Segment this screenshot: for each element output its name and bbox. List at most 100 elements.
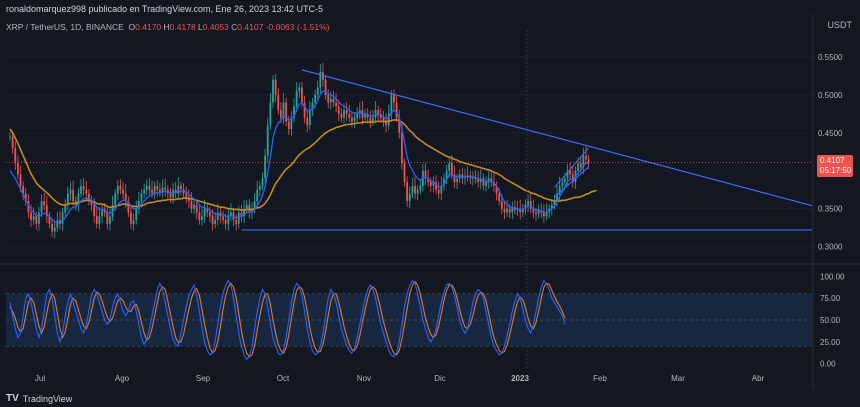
candle-body [77, 193, 80, 205]
candle-body [335, 102, 338, 107]
candle-body [85, 189, 88, 194]
candle-body [177, 185, 180, 194]
candle-body [319, 72, 322, 88]
candle-body [206, 208, 209, 213]
candle-body [298, 87, 301, 92]
candle-body [61, 212, 64, 224]
candle-body [214, 220, 217, 224]
candle-body [390, 94, 393, 114]
candle-body [24, 193, 27, 202]
time-tick-label: Dic [434, 374, 446, 383]
candle-body [16, 163, 19, 175]
candle-body [464, 176, 466, 179]
candle-body [477, 179, 480, 183]
candle-body [485, 182, 487, 186]
candle-body [227, 216, 230, 224]
price-tick-label: 0.5000 [818, 91, 843, 100]
candle-body [400, 132, 403, 164]
candle-body [311, 102, 314, 111]
ohlc-open-value: 0.4170 [135, 22, 162, 32]
candle-body [195, 204, 198, 213]
candle-body [93, 204, 96, 217]
candle-body [393, 94, 395, 103]
candle-body [479, 178, 482, 183]
candle-body [201, 216, 203, 221]
ema-fast-line [9, 90, 589, 223]
stoch-tick-label: 50.00 [820, 316, 841, 325]
tradingview-logo[interactable]: TV TradingView [6, 393, 72, 404]
ohlc-high-value: 0.4178 [169, 22, 196, 32]
stoch-k-line [9, 279, 566, 361]
candle-body [408, 193, 411, 202]
candle-body [169, 193, 172, 198]
candle-body [521, 208, 524, 213]
candle-body [53, 227, 56, 232]
candle-body [235, 220, 238, 224]
candle-body [80, 185, 82, 194]
candle-body [290, 117, 293, 130]
candle-body [35, 216, 38, 224]
candle-body [308, 110, 311, 126]
published-header: ronaldomarquez998 publicado en TradingVi… [0, 0, 860, 18]
time-tick-label: 2023 [511, 374, 529, 383]
candle-body [274, 79, 277, 95]
candle-body [372, 117, 374, 122]
candle-body [582, 155, 585, 167]
candle-body [448, 163, 451, 171]
ohlc-high-label: H [163, 22, 170, 32]
candle-body [180, 185, 182, 189]
candle-body [324, 79, 327, 95]
candle-body [345, 110, 348, 114]
channel-lower-line [554, 166, 589, 198]
candle-body [193, 204, 195, 209]
stoch-tick-label: 25.00 [820, 338, 841, 347]
candle-body [269, 102, 272, 126]
candle-body [527, 201, 530, 205]
candle-body [9, 136, 11, 138]
symbol-legend: XRP / TetherUS, 1D, BINANCE O0.4170 H0.4… [6, 22, 329, 32]
candle-body [216, 212, 219, 221]
candle-body [132, 220, 135, 224]
candle-body [135, 208, 138, 221]
candle-body [145, 185, 148, 190]
candle-body [437, 189, 440, 194]
candle-body [51, 223, 53, 232]
candle-body [503, 208, 506, 213]
candle-body [277, 94, 280, 111]
candle-body [240, 212, 243, 217]
candle-body [577, 163, 579, 171]
candle-body [148, 185, 151, 190]
candle-body [351, 117, 353, 122]
candle-body [427, 178, 430, 183]
candle-body [558, 185, 561, 194]
candle-body [11, 136, 14, 148]
price-tick-label: 0.3500 [818, 205, 843, 214]
time-tick-label: Abr [752, 374, 765, 383]
candle-body [524, 204, 527, 209]
candle-body [406, 182, 409, 202]
candle-body [22, 185, 25, 194]
candle-body [72, 189, 75, 202]
price-tick-label: 0.4500 [818, 129, 843, 138]
candle-body [45, 204, 48, 217]
candle-body [332, 98, 335, 103]
candle-body [508, 208, 511, 213]
candle-body [224, 220, 227, 224]
last-price-label: 0.4107 05:17:50 [817, 155, 853, 177]
candle-body [416, 189, 419, 194]
candle-body [43, 201, 46, 205]
candle-body [369, 117, 372, 122]
candle-body [69, 189, 72, 194]
candle-body [443, 178, 445, 186]
candle-body [66, 193, 69, 205]
candle-body [222, 216, 224, 221]
candle-body [566, 170, 569, 179]
candle-body [498, 193, 501, 202]
time-tick-label: Nov [357, 374, 371, 383]
ohlc-low-label: L [198, 22, 203, 32]
candle-body [506, 208, 508, 213]
bar-countdown: 05:17:50 [820, 166, 852, 175]
candle-body [445, 170, 448, 179]
time-tick-label: Jul [35, 374, 45, 383]
